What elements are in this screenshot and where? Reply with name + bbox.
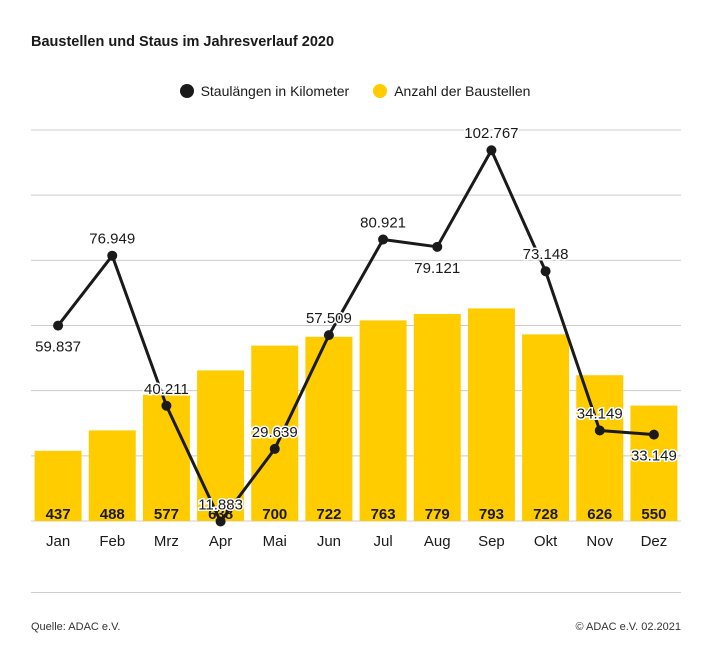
line-value-label: 29.639 bbox=[252, 424, 298, 441]
x-tick-label: Aug bbox=[424, 533, 451, 550]
line-staulaengen bbox=[56, 148, 655, 523]
x-tick-label: Dez bbox=[641, 533, 668, 550]
bar-mai bbox=[251, 345, 299, 521]
line-value-label: 76.949 bbox=[89, 231, 135, 248]
bar-value-label: 763 bbox=[371, 506, 396, 523]
legend-bar-marker bbox=[373, 84, 388, 98]
legend-item-bar: Anzahl der Baustellen bbox=[373, 83, 530, 99]
bar-jan bbox=[34, 450, 82, 521]
source-note: Quelle: ADAC e.V. bbox=[31, 621, 121, 633]
x-tick-label: Sep bbox=[478, 533, 505, 550]
legend: Staulängen in Kilometer Anzahl der Baust… bbox=[0, 83, 710, 99]
x-tick-label: Jun bbox=[317, 533, 341, 550]
line-value-label: 40.211 bbox=[144, 381, 189, 398]
bar-value-label: 437 bbox=[46, 506, 71, 523]
line-point bbox=[486, 145, 497, 156]
bar-feb bbox=[88, 430, 136, 521]
bar-value-label: 550 bbox=[641, 506, 666, 523]
bar-okt bbox=[522, 334, 570, 521]
bar-apr bbox=[197, 370, 245, 521]
line-point bbox=[378, 234, 389, 245]
line-point bbox=[540, 266, 551, 277]
line-value-label: 73.148 bbox=[523, 246, 569, 263]
line-point bbox=[594, 425, 605, 436]
x-tick-label: Apr bbox=[209, 533, 232, 550]
legend-item-line: Staulängen in Kilometer bbox=[179, 83, 350, 99]
bar-value-label: 728 bbox=[533, 506, 558, 523]
bar-value-label: 793 bbox=[479, 506, 504, 523]
bar-jun bbox=[305, 336, 353, 521]
x-tick-label: Jul bbox=[373, 533, 392, 550]
bar-value-label: 779 bbox=[425, 506, 450, 523]
line-point bbox=[269, 443, 280, 454]
bar-value-label: 626 bbox=[587, 506, 612, 523]
line-point bbox=[107, 250, 118, 261]
bar-value-label: 488 bbox=[100, 506, 125, 523]
bar-value-label: 577 bbox=[154, 506, 179, 523]
x-tick-label: Mai bbox=[263, 533, 287, 550]
bar-dez bbox=[630, 405, 678, 521]
legend-bar-label: Anzahl der Baustellen bbox=[394, 83, 531, 99]
bar-value-label: 722 bbox=[316, 506, 341, 523]
x-tick-label: Okt bbox=[534, 533, 558, 550]
bar-nov bbox=[576, 375, 624, 521]
bar-value-label: 700 bbox=[262, 506, 287, 523]
line-value-label: 33.149 bbox=[631, 448, 677, 465]
line-point bbox=[648, 429, 659, 440]
line-value-label: 11.883 bbox=[198, 496, 243, 513]
line-value-label: 102.767 bbox=[464, 125, 518, 142]
x-tick-label: Jan bbox=[46, 533, 70, 550]
bar-jul bbox=[359, 320, 407, 521]
x-tick-label: Nov bbox=[586, 533, 613, 550]
bar-sep bbox=[467, 308, 515, 521]
legend-line-marker bbox=[179, 84, 194, 98]
line-point bbox=[161, 400, 172, 411]
bar-mrz bbox=[142, 394, 190, 521]
line-value-label: 79.121 bbox=[414, 260, 460, 277]
line-value-label: 57.509 bbox=[306, 310, 352, 327]
x-tick-label: Feb bbox=[99, 533, 125, 550]
line-point bbox=[323, 330, 334, 341]
line-point bbox=[432, 241, 443, 252]
line-value-label: 34.149 bbox=[577, 406, 623, 423]
footer-divider bbox=[31, 592, 681, 593]
bar-aug bbox=[413, 314, 461, 521]
legend-line-label: Staulängen in Kilometer bbox=[200, 83, 350, 99]
copyright-note: © ADAC e.V. 02.2021 bbox=[575, 621, 681, 633]
line-point bbox=[215, 516, 226, 527]
line-value-label: 59.837 bbox=[35, 339, 81, 356]
line-value-label: 80.921 bbox=[360, 214, 406, 231]
chart-title: Baustellen und Staus im Jahresverlauf 20… bbox=[31, 34, 335, 50]
line-point bbox=[53, 320, 64, 331]
x-tick-label: Mrz bbox=[154, 533, 179, 550]
